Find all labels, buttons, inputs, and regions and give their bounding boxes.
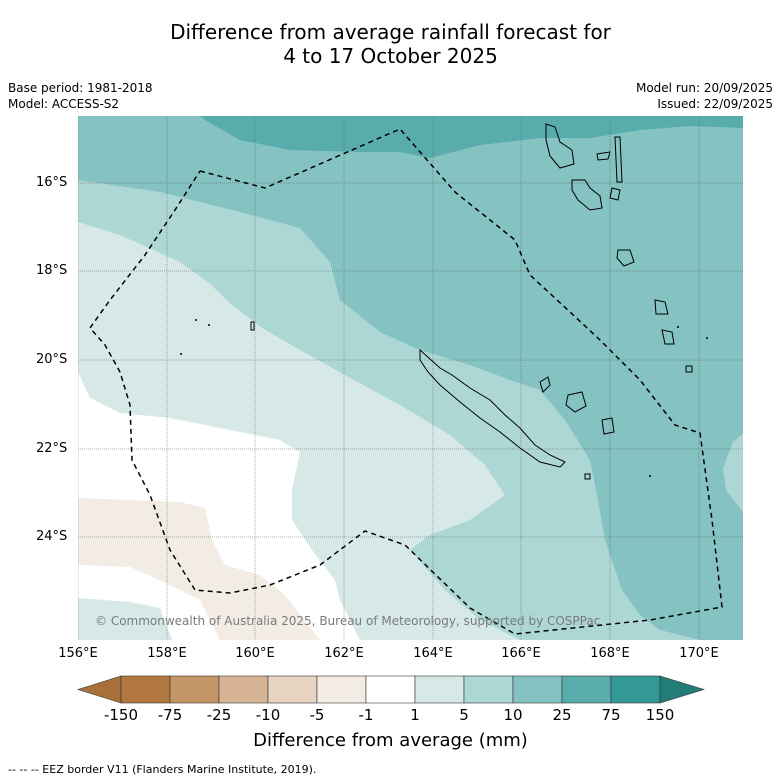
loyalty-island-1 [539, 376, 551, 393]
vanuatu-island-2 [596, 151, 611, 161]
meta-right: Model run: 20/09/2025 Issued: 22/09/2025 [636, 80, 773, 112]
colorbar-label: -150 [103, 706, 139, 724]
vanuatu-island-5 [609, 187, 621, 201]
eez-border [89, 128, 723, 635]
islet [208, 324, 210, 326]
graticule [78, 116, 743, 640]
colorbar-label: 10 [503, 706, 523, 724]
colorbar-swatch [120, 675, 171, 704]
lon-tick-166e: 166°E [501, 646, 541, 661]
colorbar-label: 25 [552, 706, 572, 724]
colorbar-swatch [218, 675, 269, 704]
colorbar-label: 150 [645, 706, 675, 724]
vanuatu-island-9 [685, 365, 693, 373]
lon-tick-156e: 156°E [58, 646, 98, 661]
colorbar-extend-high [659, 675, 706, 704]
colorbar-swatch [365, 675, 416, 704]
colorbar-label: -1 [358, 706, 374, 724]
eez-footnote: -- -- -- EEZ border V11 (Flanders Marine… [8, 763, 317, 776]
band-1-5-southwest [78, 598, 172, 640]
colorbar-label: -10 [255, 706, 281, 724]
vanuatu-island-4 [571, 179, 603, 211]
vanuatu-island-1 [545, 123, 575, 169]
loyalty-island-4 [584, 473, 591, 480]
lon-tick-170e: 170°E [679, 646, 719, 661]
map-title: Difference from average rainfall forecas… [0, 20, 781, 68]
colorbar-label: 1 [410, 706, 420, 724]
model-run: Model run: 20/09/2025 [635, 81, 773, 95]
colorbar-label: -75 [157, 706, 183, 724]
colorbar-title: Difference from average (mm) [253, 730, 528, 751]
islet [706, 337, 708, 339]
colorbar-swatch [169, 675, 220, 704]
colorbar-swatch [463, 675, 514, 704]
vanuatu-island-6 [616, 249, 635, 267]
vanuatu-island-8 [661, 329, 675, 345]
islet [180, 353, 182, 355]
islet [677, 326, 679, 328]
lon-tick-160e: 160°E [235, 646, 275, 661]
colorbar-swatch [561, 675, 612, 704]
lat-tick-20s: 20°S [36, 352, 68, 367]
loyalty-island-2 [565, 391, 587, 413]
colorbar-label: -25 [206, 706, 232, 724]
lon-tick-158e: 158°E [147, 646, 187, 661]
meta-left: Base period: 1981-2018 Model: ACCESS-S2 [8, 80, 153, 112]
islet [195, 319, 197, 321]
new-caledonia-island [419, 348, 566, 468]
title-line-2: 4 to 17 October 2025 [283, 44, 498, 68]
lat-tick-16s: 16°S [36, 175, 68, 190]
colorbar-label: 75 [601, 706, 621, 724]
band-25-75 [200, 116, 743, 158]
islands [250, 123, 693, 480]
colorbar-swatch [610, 675, 661, 704]
lat-tick-18s: 18°S [36, 263, 68, 278]
base-period: Base period: 1981-2018 [8, 81, 153, 95]
vanuatu-island-7 [654, 299, 669, 315]
lon-tick-164e: 164°E [413, 646, 453, 661]
map-field [78, 116, 743, 640]
issued-date: Issued: 22/09/2025 [657, 97, 773, 111]
colorbar-swatch [316, 675, 367, 704]
chesterfield-island [250, 321, 255, 331]
islet [649, 475, 651, 477]
band-1-5-east [723, 434, 743, 512]
lat-tick-24s: 24°S [36, 529, 68, 544]
colorbar-swatch [512, 675, 563, 704]
copyright-credit: © Commonwealth of Australia 2025, Bureau… [95, 614, 601, 628]
lon-tick-162e: 162°E [324, 646, 364, 661]
title-line-1: Difference from average rainfall forecas… [170, 20, 611, 44]
model-name: Model: ACCESS-S2 [8, 97, 120, 111]
lon-tick-168e: 168°E [590, 646, 630, 661]
islets [180, 319, 708, 477]
colorbar-swatch [267, 675, 318, 704]
colorbar-extend-low [76, 675, 122, 704]
vanuatu-island-3 [614, 136, 623, 183]
colorbar-label: 5 [459, 706, 469, 724]
loyalty-island-3 [601, 417, 615, 435]
lat-tick-22s: 22°S [36, 441, 68, 456]
colorbar-label: -5 [309, 706, 325, 724]
colorbar [76, 675, 706, 704]
colorbar-swatch [414, 675, 465, 704]
